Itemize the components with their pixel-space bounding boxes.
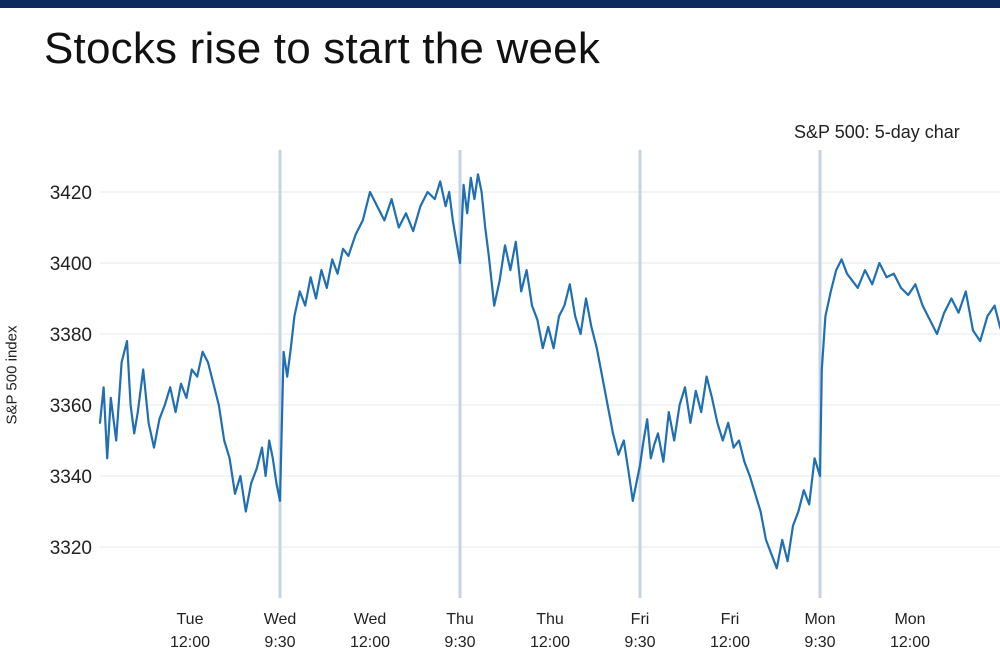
- x-tick-time: 12:00: [170, 634, 210, 651]
- y-tick-label: 3380: [50, 325, 92, 346]
- x-tick-time: 12:00: [890, 634, 930, 651]
- x-tick-day: Mon: [804, 611, 835, 628]
- x-tick-time: 9:30: [444, 634, 475, 651]
- x-tick-day: Fri: [721, 611, 740, 628]
- x-tick-time: 9:30: [804, 634, 835, 651]
- chart-subtitle: S&P 500: 5-day char: [794, 122, 960, 142]
- y-tick-label: 3420: [50, 183, 92, 204]
- y-tick-label: 3320: [50, 538, 92, 559]
- x-tick-time: 9:30: [264, 634, 295, 651]
- series-line-0: [98, 173, 1000, 570]
- x-tick-time: 12:00: [710, 634, 750, 651]
- session-dividers: [278, 150, 822, 598]
- y-axis-ticks: 3320 3340 3360 3380 3400 3420: [50, 183, 92, 559]
- top-accent-bar: [0, 0, 1000, 8]
- x-axis-ticks: Tue 12:00 Wed 9:30 Wed 12:00 Thu 9:30 Thu 12:00 Fr…: [170, 611, 930, 651]
- series-layer: [98, 173, 1000, 570]
- y-tick-label: 3400: [50, 254, 92, 275]
- x-tick-time: 12:00: [350, 634, 390, 651]
- x-tick-time: 9:30: [624, 634, 655, 651]
- x-tick-day: Thu: [446, 611, 474, 628]
- y-tick-label: 3340: [50, 467, 92, 488]
- x-tick-day: Fri: [631, 611, 650, 628]
- x-tick-day: Wed: [264, 611, 297, 628]
- y-tick-label: 3360: [50, 396, 92, 417]
- page-title: Stocks rise to start the week: [44, 24, 601, 73]
- x-tick-day: Mon: [894, 611, 925, 628]
- x-tick-day: Tue: [177, 611, 204, 628]
- x-tick-day: Wed: [354, 611, 387, 628]
- x-tick-day: Thu: [536, 611, 564, 628]
- x-tick-time: 12:00: [530, 634, 570, 651]
